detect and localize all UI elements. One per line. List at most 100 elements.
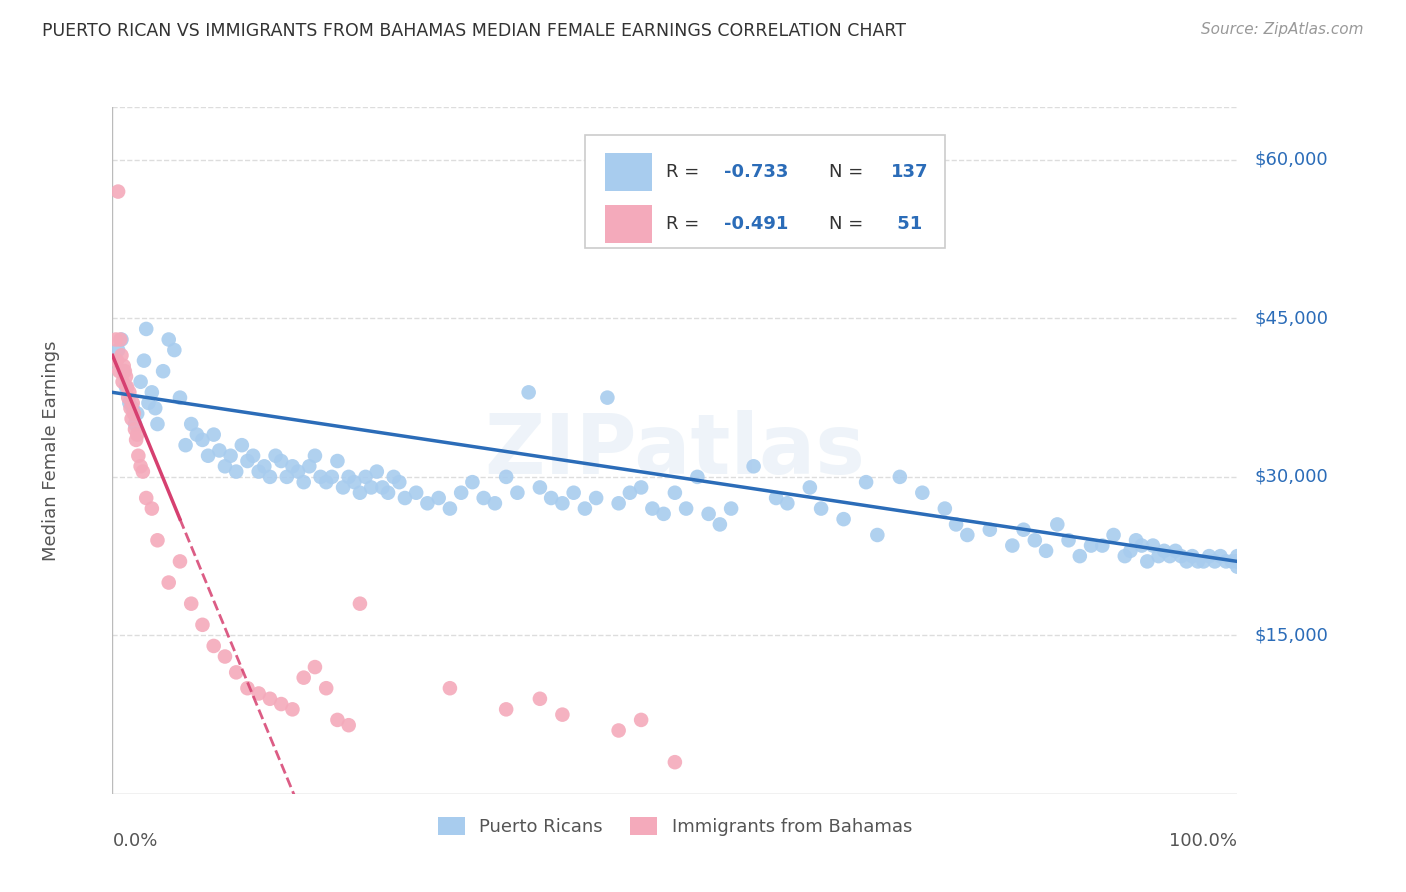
Point: [124, 422, 146, 436]
Point: [114, 364, 136, 378]
Text: $60,000: $60,000: [1254, 151, 1327, 169]
Point: [450, 485, 472, 500]
Point: [122, 407, 145, 421]
Point: [332, 480, 354, 494]
Text: Median Female Earnings: Median Female Earnings: [42, 340, 59, 561]
Point: [343, 475, 366, 490]
Legend: Puerto Ricans, Immigrants from Bahamas: Puerto Ricans, Immigrants from Bahamas: [430, 810, 920, 843]
Text: ZIPatlas: ZIPatlas: [485, 410, 865, 491]
Point: [1226, 554, 1249, 568]
Text: $45,000: $45,000: [1254, 310, 1329, 327]
Point: [169, 554, 191, 568]
Point: [112, 359, 135, 373]
Point: [360, 480, 382, 494]
Point: [371, 480, 394, 494]
Point: [866, 528, 889, 542]
Point: [1001, 539, 1024, 553]
Point: [135, 491, 157, 505]
Point: [157, 333, 180, 347]
Point: [1125, 533, 1147, 548]
Point: [174, 438, 197, 452]
Point: [115, 369, 138, 384]
Point: [439, 501, 461, 516]
Point: [427, 491, 450, 505]
Point: [270, 697, 292, 711]
Point: [1209, 549, 1232, 563]
Point: [1012, 523, 1035, 537]
Point: [110, 333, 132, 347]
Point: [104, 333, 127, 347]
Point: [253, 459, 276, 474]
Point: [529, 691, 551, 706]
Point: [810, 501, 832, 516]
Point: [765, 491, 787, 505]
Point: [287, 465, 309, 479]
Point: [292, 475, 315, 490]
Point: [281, 459, 304, 474]
Text: 0.0%: 0.0%: [112, 831, 157, 850]
Point: [1226, 554, 1249, 568]
Text: Source: ZipAtlas.com: Source: ZipAtlas.com: [1201, 22, 1364, 37]
Point: [562, 485, 585, 500]
Point: [1035, 544, 1057, 558]
Point: [315, 475, 337, 490]
Point: [214, 459, 236, 474]
Point: [1204, 554, 1226, 568]
Point: [1175, 554, 1198, 568]
Point: [1080, 539, 1102, 553]
Point: [382, 470, 405, 484]
Point: [911, 485, 934, 500]
Point: [686, 470, 709, 484]
Point: [742, 459, 765, 474]
FancyBboxPatch shape: [585, 135, 945, 248]
Text: N =: N =: [830, 163, 869, 181]
Point: [607, 723, 630, 738]
Point: [1215, 554, 1237, 568]
Point: [495, 470, 517, 484]
Point: [529, 480, 551, 494]
Point: [225, 465, 247, 479]
Point: [652, 507, 675, 521]
Point: [495, 702, 517, 716]
Point: [1220, 554, 1243, 568]
Point: [169, 391, 191, 405]
Point: [141, 385, 163, 400]
Point: [115, 380, 138, 394]
Point: [675, 501, 697, 516]
Point: [121, 396, 143, 410]
Point: [551, 707, 574, 722]
Point: [111, 375, 134, 389]
Point: [281, 702, 304, 716]
Point: [366, 465, 388, 479]
Point: [1057, 533, 1080, 548]
Point: [143, 401, 166, 416]
Point: [191, 617, 214, 632]
Point: [1147, 549, 1170, 563]
Point: [191, 433, 214, 447]
Point: [105, 353, 128, 368]
Point: [326, 454, 349, 468]
Text: R =: R =: [666, 215, 704, 233]
Point: [934, 501, 956, 516]
Point: [979, 523, 1001, 537]
Point: [125, 433, 148, 447]
Point: [832, 512, 855, 526]
Point: [416, 496, 439, 510]
Text: $15,000: $15,000: [1254, 626, 1329, 644]
Point: [107, 343, 129, 357]
Point: [517, 385, 540, 400]
Point: [720, 501, 742, 516]
Point: [127, 449, 149, 463]
Point: [208, 443, 231, 458]
Point: [641, 501, 664, 516]
Point: [776, 496, 799, 510]
Text: 100.0%: 100.0%: [1170, 831, 1237, 850]
Point: [304, 449, 326, 463]
Point: [292, 671, 315, 685]
Point: [157, 575, 180, 590]
Point: [202, 639, 225, 653]
Point: [129, 459, 152, 474]
Text: R =: R =: [666, 163, 704, 181]
Point: [664, 485, 686, 500]
Point: [264, 449, 287, 463]
